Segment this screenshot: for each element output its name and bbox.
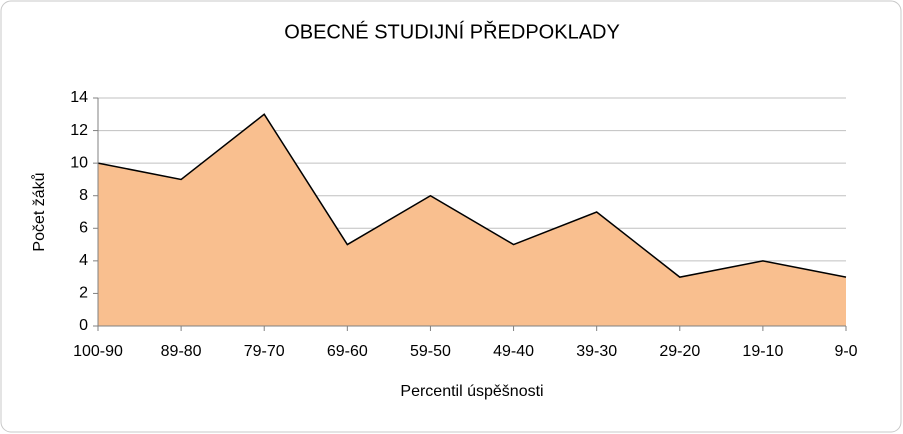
x-tick-label: 100-90 [73, 343, 123, 360]
y-axis-label: Počet žáků [30, 172, 48, 251]
y-tick-label: 4 [79, 252, 88, 269]
y-tick-label: 12 [70, 122, 88, 139]
y-tick-label: 8 [79, 187, 88, 204]
x-tick-label: 59-50 [410, 343, 451, 360]
x-tick-label: 9-0 [834, 343, 857, 360]
chart-title: OBECNÉ STUDIJNÍ PŘEDPOKLADY [284, 20, 620, 43]
x-tick-label: 79-70 [244, 343, 285, 360]
y-tick-label: 2 [79, 285, 88, 302]
x-tick-label: 89-80 [161, 343, 202, 360]
y-tick-label: 0 [79, 317, 88, 334]
y-tick-label: 6 [79, 220, 88, 237]
x-tick-label: 49-40 [493, 343, 534, 360]
x-tick-label: 39-30 [576, 343, 617, 360]
y-tick-label: 10 [70, 154, 88, 171]
x-axis-label: Percentil úspěšnosti [400, 383, 543, 400]
x-tick-label: 69-60 [327, 343, 368, 360]
y-tick-label: 14 [70, 89, 88, 106]
line [97, 113, 847, 278]
x-tick-label: 29-20 [659, 343, 700, 360]
x-tick-label: 19-10 [742, 343, 783, 360]
